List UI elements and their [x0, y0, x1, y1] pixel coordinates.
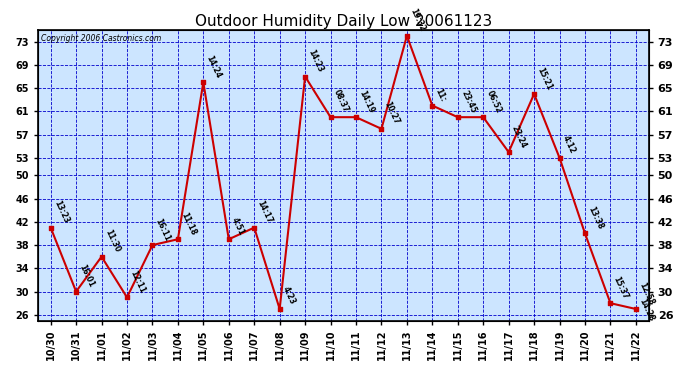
Point: [70, 289, 81, 295]
Point: [554, 155, 565, 161]
Text: 11:18: 11:18: [179, 211, 197, 237]
Point: [351, 114, 362, 120]
Point: [299, 74, 310, 80]
Text: 16:01: 16:01: [77, 263, 96, 289]
Point: [376, 126, 387, 132]
Text: 11:: 11:: [434, 87, 448, 103]
Point: [172, 236, 184, 242]
Text: 23:45: 23:45: [459, 89, 477, 114]
Text: 14:17: 14:17: [255, 199, 274, 225]
Point: [605, 300, 616, 306]
Text: 14:24: 14:24: [205, 54, 223, 80]
Text: 12:58: 12:58: [638, 280, 656, 306]
Point: [580, 230, 591, 237]
Text: 08:37: 08:37: [332, 88, 351, 114]
Point: [427, 102, 438, 109]
Point: [402, 33, 413, 39]
Text: 19:32: 19:32: [408, 8, 426, 33]
Point: [96, 254, 107, 260]
Point: [631, 306, 642, 312]
Point: [452, 114, 463, 120]
Text: 16:11: 16:11: [154, 217, 172, 242]
Text: 10:27: 10:27: [383, 100, 401, 126]
Point: [147, 242, 158, 248]
Text: 15:21: 15:21: [535, 66, 554, 91]
Point: [248, 225, 259, 231]
Text: 12:11: 12:11: [128, 269, 147, 295]
Text: 4:23: 4:23: [281, 285, 297, 306]
Point: [45, 225, 56, 231]
Text: Copyright 2006 Castronics.com: Copyright 2006 Castronics.com: [41, 34, 161, 44]
Text: 13:23: 13:23: [52, 199, 70, 225]
Text: 23:24: 23:24: [510, 124, 529, 149]
Text: 14:28: 14:28: [638, 297, 656, 323]
Point: [224, 236, 235, 242]
Point: [325, 114, 336, 120]
Text: 11:30: 11:30: [103, 228, 121, 254]
Text: 06:52: 06:52: [484, 89, 503, 114]
Point: [503, 149, 514, 155]
Point: [198, 80, 209, 86]
Point: [121, 294, 132, 300]
Text: 4:12: 4:12: [561, 134, 577, 155]
Point: [477, 114, 489, 120]
Title: Outdoor Humidity Daily Low 20061123: Outdoor Humidity Daily Low 20061123: [195, 14, 492, 29]
Text: 13:38: 13:38: [586, 205, 604, 231]
Text: 4:51: 4:51: [230, 216, 246, 237]
Text: 14:19: 14:19: [357, 89, 376, 114]
Point: [274, 306, 285, 312]
Text: 14:23: 14:23: [306, 48, 325, 74]
Point: [529, 91, 540, 97]
Text: 15:37: 15:37: [612, 275, 630, 300]
